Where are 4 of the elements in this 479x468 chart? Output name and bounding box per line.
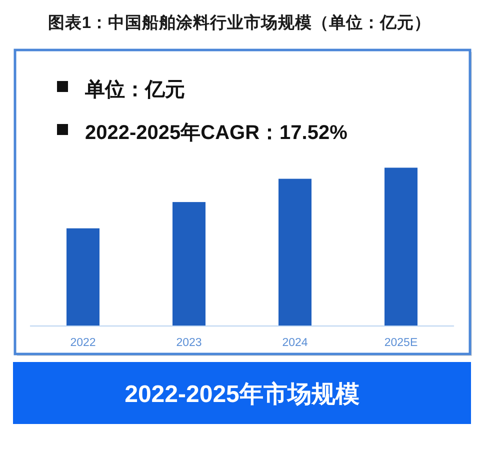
annotation: 单位：亿元 bbox=[85, 79, 185, 101]
title: 图表1：中国船舶涂料行业市场规模（单位：亿元） bbox=[48, 14, 432, 32]
annotation: 2022-2025年CAGR：17.52% bbox=[85, 122, 348, 144]
xlabel: 2022-2025年市场规模 bbox=[124, 381, 360, 408]
